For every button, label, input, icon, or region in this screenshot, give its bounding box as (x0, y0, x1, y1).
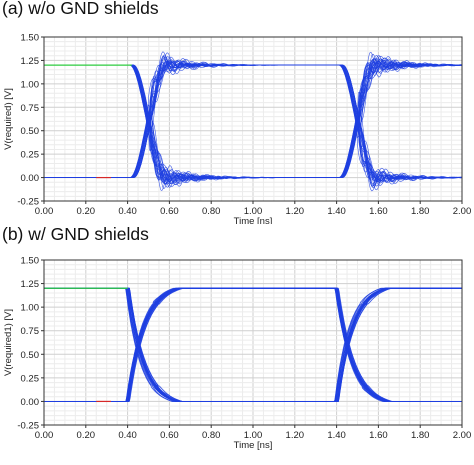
y-tick-label: 1.50 (21, 256, 40, 267)
y-tick-label: -0.25 (17, 421, 39, 432)
y-axis-label: V(required) [V] (3, 88, 14, 150)
grid-lines (43, 259, 463, 426)
x-tick-label: 0.00 (35, 430, 54, 441)
y-tick-label: 0.00 (21, 397, 40, 408)
x-tick-label: 1.00 (244, 430, 263, 441)
x-tick-label: 1.60 (369, 430, 388, 441)
eye-diagram-chart-a: -0.250.000.250.500.751.001.251.500.00 0.2… (3, 33, 472, 225)
y-tick-labels: -0.25 0.00 0.25 0.50 0.75 1.00 1.25 1.50 (17, 256, 44, 432)
x-axis-label: Time [ns] (234, 440, 273, 451)
x-tick-label: 0.60 (160, 430, 179, 441)
panel-b-title: (b) w/ GND shields (2, 224, 149, 244)
x-tick-label: 2.00 (453, 206, 472, 217)
x-tick-label: 0.20 (77, 206, 96, 217)
x-tick-label: 0.40 (118, 430, 137, 441)
x-tick-label: 1.80 (411, 206, 430, 217)
panel-a-title: (a) w/o GND shields (2, 0, 159, 18)
y-tick-label: 1.00 (21, 79, 40, 90)
x-tick-label: 1.20 (286, 206, 305, 217)
y-tick-label: 1.25 (21, 279, 40, 290)
eye-trace (44, 56, 463, 186)
x-tick-label: 1.40 (327, 206, 346, 217)
x-tick-label: 1.00 (244, 206, 263, 217)
x-tick-labels: 0.00 0.20 0.40 0.60 0.80 1.00 1.20 1.40 1.60 1.80… (35, 425, 472, 441)
y-tick-label: 0.50 (21, 126, 40, 137)
x-tick-label: 1.40 (327, 430, 346, 441)
y-axis-label: V(required1) [V] (3, 309, 14, 376)
x-tick-label: 0.40 (118, 206, 137, 217)
y-tick-labels: -0.25 0.00 0.25 0.50 0.75 1.00 1.25 1.50 (17, 33, 44, 208)
y-tick-label: 0.75 (21, 326, 40, 337)
x-tick-label: 0.60 (160, 206, 179, 217)
y-tick-label: 1.50 (21, 33, 40, 44)
y-tick-label: 0.25 (21, 373, 40, 384)
x-tick-label: 2.00 (453, 430, 472, 441)
x-tick-label: 1.20 (286, 430, 305, 441)
y-tick-label: 0.00 (21, 173, 40, 184)
x-tick-label: 1.60 (369, 206, 388, 217)
y-tick-label: 1.25 (21, 56, 40, 67)
x-tick-label: 0.20 (77, 430, 96, 441)
y-tick-label: 0.75 (21, 103, 40, 114)
x-tick-label: 1.80 (411, 430, 430, 441)
x-tick-label: 0.00 (35, 206, 54, 217)
eye-diagram-chart-b: -0.250.000.250.500.751.001.251.500.00 0.2… (3, 256, 472, 452)
eye-trace (44, 287, 462, 402)
x-axis-label: Time [ns] (234, 216, 273, 224)
y-tick-label: 0.25 (21, 150, 40, 161)
x-tick-label: 0.80 (202, 206, 221, 217)
y-tick-label: 0.50 (21, 350, 40, 361)
y-tick-label: -0.25 (17, 197, 39, 208)
x-tick-label: 0.80 (202, 430, 221, 441)
x-tick-labels: 0.00 0.20 0.40 0.60 0.80 1.00 1.20 1.40 1.60 1.80… (35, 201, 472, 217)
y-tick-label: 1.00 (21, 303, 40, 314)
